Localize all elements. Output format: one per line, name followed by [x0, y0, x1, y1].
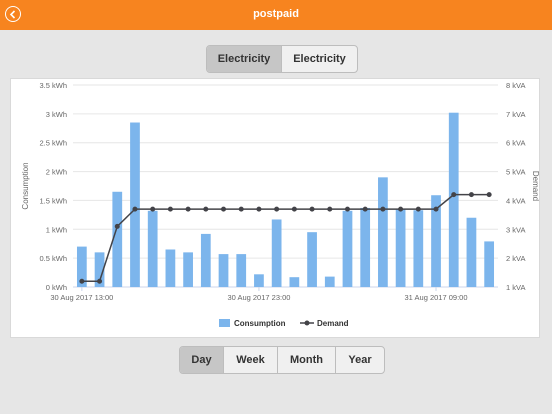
y-right-tick-label: 6 kVA [506, 139, 525, 148]
consumption-bar [112, 191, 123, 287]
consumption-demand-chart: 0 kWh 0.5 kWh 1 kWh 1.5 kWh 2 kWh 2.5 kWh 3 kW… [21, 81, 540, 328]
demand-line [81, 193, 490, 282]
y-left-tick-label: 2 kWh [46, 168, 67, 177]
period-day-button[interactable]: Day [180, 347, 224, 373]
demand-point [97, 278, 103, 284]
app-header: postpaid [0, 0, 552, 30]
demand-point [380, 206, 386, 212]
back-arrow-icon [9, 9, 16, 19]
y-right-tick-label: 5 kVA [506, 168, 525, 177]
period-toggle: Day Week Month Year [179, 346, 385, 374]
demand-point [185, 206, 191, 212]
utility-toggle: Electricity Electricity [206, 45, 358, 73]
y-left-tick-label: 0.5 kWh [39, 254, 67, 263]
consumption-bar [324, 276, 335, 287]
toggle-electricity-2[interactable]: Electricity [293, 53, 346, 65]
toggle-electricity-1[interactable]: Electricity [207, 46, 282, 72]
demand-point [344, 206, 350, 212]
consumption-bar [431, 195, 441, 287]
demand-point [309, 206, 315, 212]
consumption-bar [147, 210, 158, 287]
y-left-tick-label: 1 kWh [46, 225, 67, 234]
x-tick-label: 31 Aug 2017 09:00 [405, 293, 468, 302]
consumption-bar [484, 241, 495, 287]
demand-point [150, 206, 156, 212]
legend-consumption-label: Consumption [234, 319, 286, 328]
y-right-tick-label: 8 kVA [506, 81, 525, 90]
y-left-tick-label: 3 kWh [46, 110, 67, 119]
demand-point [132, 206, 138, 212]
y-right-tick-label: 3 kVA [506, 225, 525, 234]
demand-point [238, 206, 244, 212]
consumption-bar [289, 277, 300, 287]
demand-point [451, 192, 457, 198]
consumption-bar [342, 210, 353, 287]
demand-point [468, 192, 474, 198]
consumption-bar [378, 177, 388, 287]
y-left-tick-label: 3.5 kWh [39, 81, 67, 90]
consumption-bar [307, 232, 317, 287]
consumption-bar [218, 254, 229, 287]
consumption-bar [360, 207, 371, 287]
consumption-bar [466, 217, 477, 287]
legend-consumption-swatch [219, 319, 230, 327]
demand-point [114, 223, 120, 229]
y-right-tick-label: 7 kVA [506, 110, 525, 119]
consumption-bar [395, 209, 406, 287]
period-year-button[interactable]: Year [348, 354, 372, 366]
page-title: postpaid [253, 8, 299, 20]
y-right-axis-title: Demand [531, 171, 540, 201]
x-tick-label: 30 Aug 2017 23:00 [227, 293, 290, 302]
consumption-bar [448, 112, 459, 288]
consumption-bar [236, 254, 247, 287]
demand-point [433, 206, 439, 212]
period-week-button[interactable]: Week [224, 347, 278, 373]
y-right-tick-label: 4 kVA [506, 196, 525, 205]
x-tick-label: 30 Aug 2017 13:00 [50, 293, 113, 302]
consumption-bar [271, 219, 282, 287]
demand-point [486, 192, 492, 198]
consumption-bar [254, 274, 264, 287]
demand-point [398, 206, 404, 212]
y-right-tick-label: 1 kVA [506, 283, 525, 292]
consumption-bar [130, 122, 140, 287]
demand-point [203, 206, 209, 212]
consumption-bar [165, 249, 176, 287]
y-left-tick-label: 2.5 kWh [39, 139, 67, 148]
demand-point [362, 206, 368, 212]
consumption-bar [76, 246, 87, 287]
demand-point [327, 206, 333, 212]
demand-point [415, 206, 421, 212]
legend-demand-marker [304, 320, 310, 326]
demand-point [79, 278, 85, 284]
consumption-bar [94, 252, 105, 287]
demand-point [256, 206, 262, 212]
consumption-bar [413, 210, 424, 287]
consumption-bar [183, 252, 193, 287]
y-right-tick-label: 2 kVA [506, 254, 525, 263]
chart-card: 0 kWh 0.5 kWh 1 kWh 1.5 kWh 2 kWh 2.5 kWh 3 kW… [10, 78, 540, 338]
consumption-bar [200, 233, 211, 287]
period-month-button[interactable]: Month [278, 347, 336, 373]
y-left-tick-label: 0 kWh [46, 283, 67, 292]
y-left-axis-title: Consumption [21, 162, 30, 209]
legend-demand-label: Demand [317, 319, 349, 328]
demand-point [167, 206, 173, 212]
demand-point [291, 206, 297, 212]
y-left-tick-label: 1.5 kWh [39, 196, 67, 205]
back-button[interactable] [5, 6, 21, 22]
demand-point [274, 206, 280, 212]
demand-point [221, 206, 227, 212]
